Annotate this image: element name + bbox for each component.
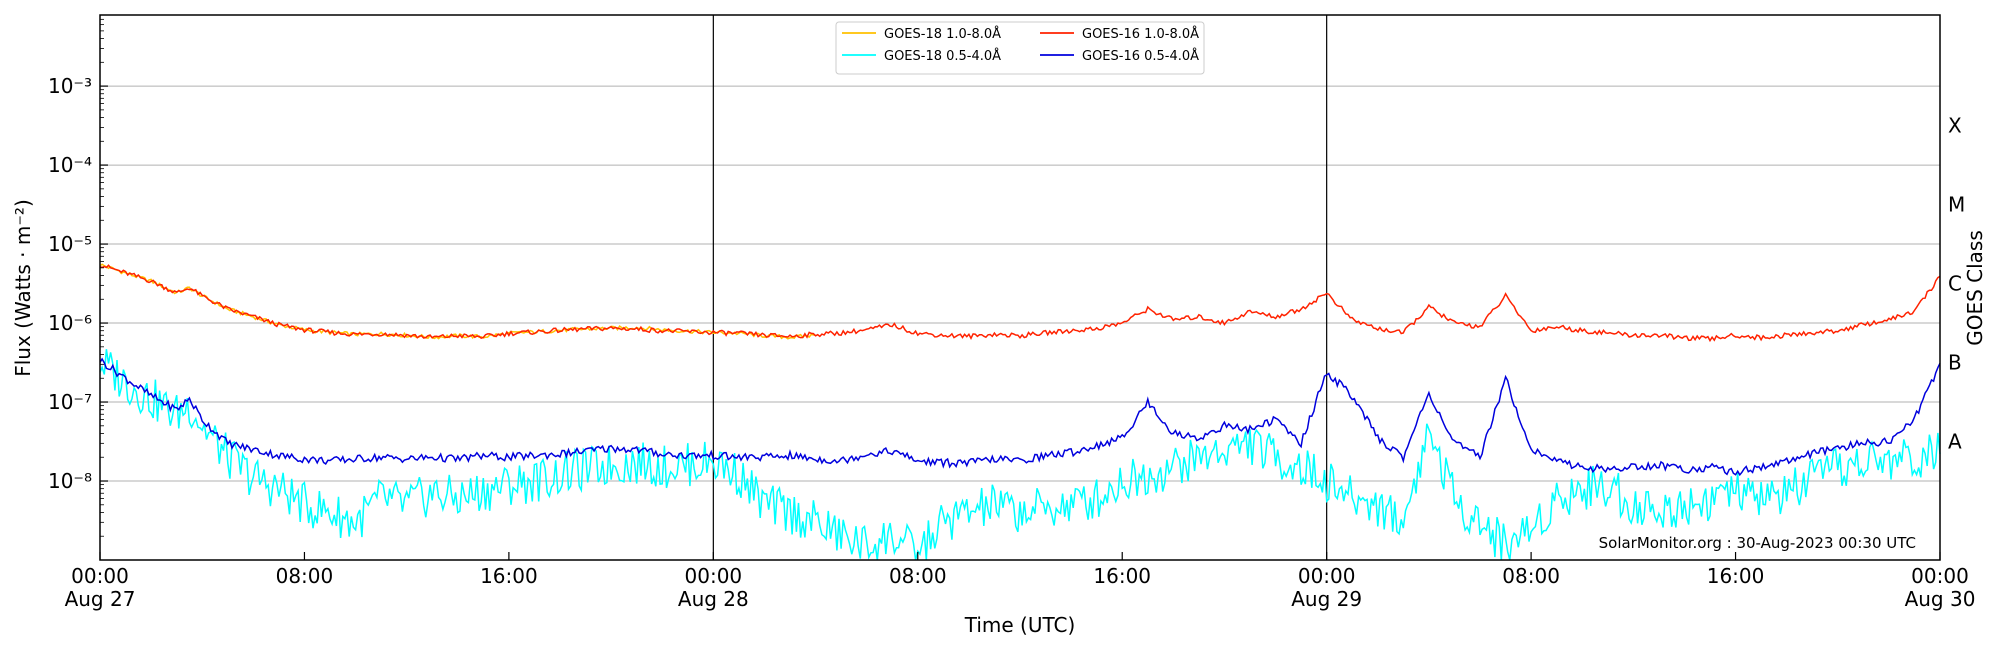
x-tick-date: Aug 28 [678,587,749,611]
legend-label: GOES-18 0.5-4.0Å [884,48,1001,64]
x-tick-time: 08:00 [1502,564,1560,588]
series-line [99,357,1941,477]
source-annotation: SolarMonitor.org : 30-Aug-2023 00:30 UTC [1599,534,1916,552]
y-tick-label: 10⁻⁶ [48,311,92,335]
x-tick-time: 00:00 [1911,564,1969,588]
plot-frame [99,14,1941,561]
x-tick-date: Aug 29 [1291,587,1362,611]
legend-label: GOES-18 1.0-8.0Å [884,26,1001,42]
x-tick-time: 00:00 [1298,564,1356,588]
goes-class-label: X [1948,114,1962,138]
legend-box [835,21,1205,75]
legend-label: GOES-16 1.0-8.0Å [1082,26,1199,42]
grid-lines [100,85,1940,482]
y-tick-label: 10⁻⁸ [48,469,92,493]
series-line [99,263,816,340]
legend-label: GOES-16 0.5-4.0Å [1082,48,1199,64]
goes-class-label: B [1948,351,1962,375]
series-lines [99,263,1941,561]
y-tick-label: 10⁻³ [48,74,92,98]
y-tick-label: 10⁻⁵ [48,232,92,256]
x-tick-time: 16:00 [1707,564,1765,588]
goes-class-label: M [1948,193,1965,217]
y-tick-label: 10⁻⁴ [48,153,92,177]
goes-class-label: A [1948,430,1962,454]
x-tick-time: 16:00 [480,564,538,588]
day-dividers [712,15,1328,560]
x-tick-time: 08:00 [276,564,334,588]
x-tick-time: 08:00 [889,564,947,588]
y-axis-ticks: 10⁻⁸ 10⁻⁷ 10⁻⁶ 10⁻⁵ 10⁻⁴ 10⁻³ [48,18,108,537]
y-tick-label: 10⁻⁷ [48,390,92,414]
right-axis-label: GOES Class [1963,230,1987,346]
series-line [99,349,1941,561]
x-tick-time: 00:00 [71,564,129,588]
goes-class-labels: A B C M X [1948,114,1965,454]
x-tick-date: Aug 27 [65,587,136,611]
x-axis-label: Time (UTC) [964,613,1076,637]
legend: GOES-18 1.0-8.0Å GOES-18 0.5-4.0Å GOES-16 … [835,21,1205,75]
x-tick-time: 00:00 [685,564,743,588]
y-axis-label: Flux (Watts · m⁻²) [11,199,35,377]
x-tick-date: Aug 30 [1905,587,1976,611]
goes-class-label: C [1948,272,1962,296]
series-line [99,264,1941,343]
legend-entries: GOES-18 1.0-8.0Å GOES-18 0.5-4.0Å GOES-16 … [842,26,1199,64]
x-tick-time: 16:00 [1093,564,1151,588]
